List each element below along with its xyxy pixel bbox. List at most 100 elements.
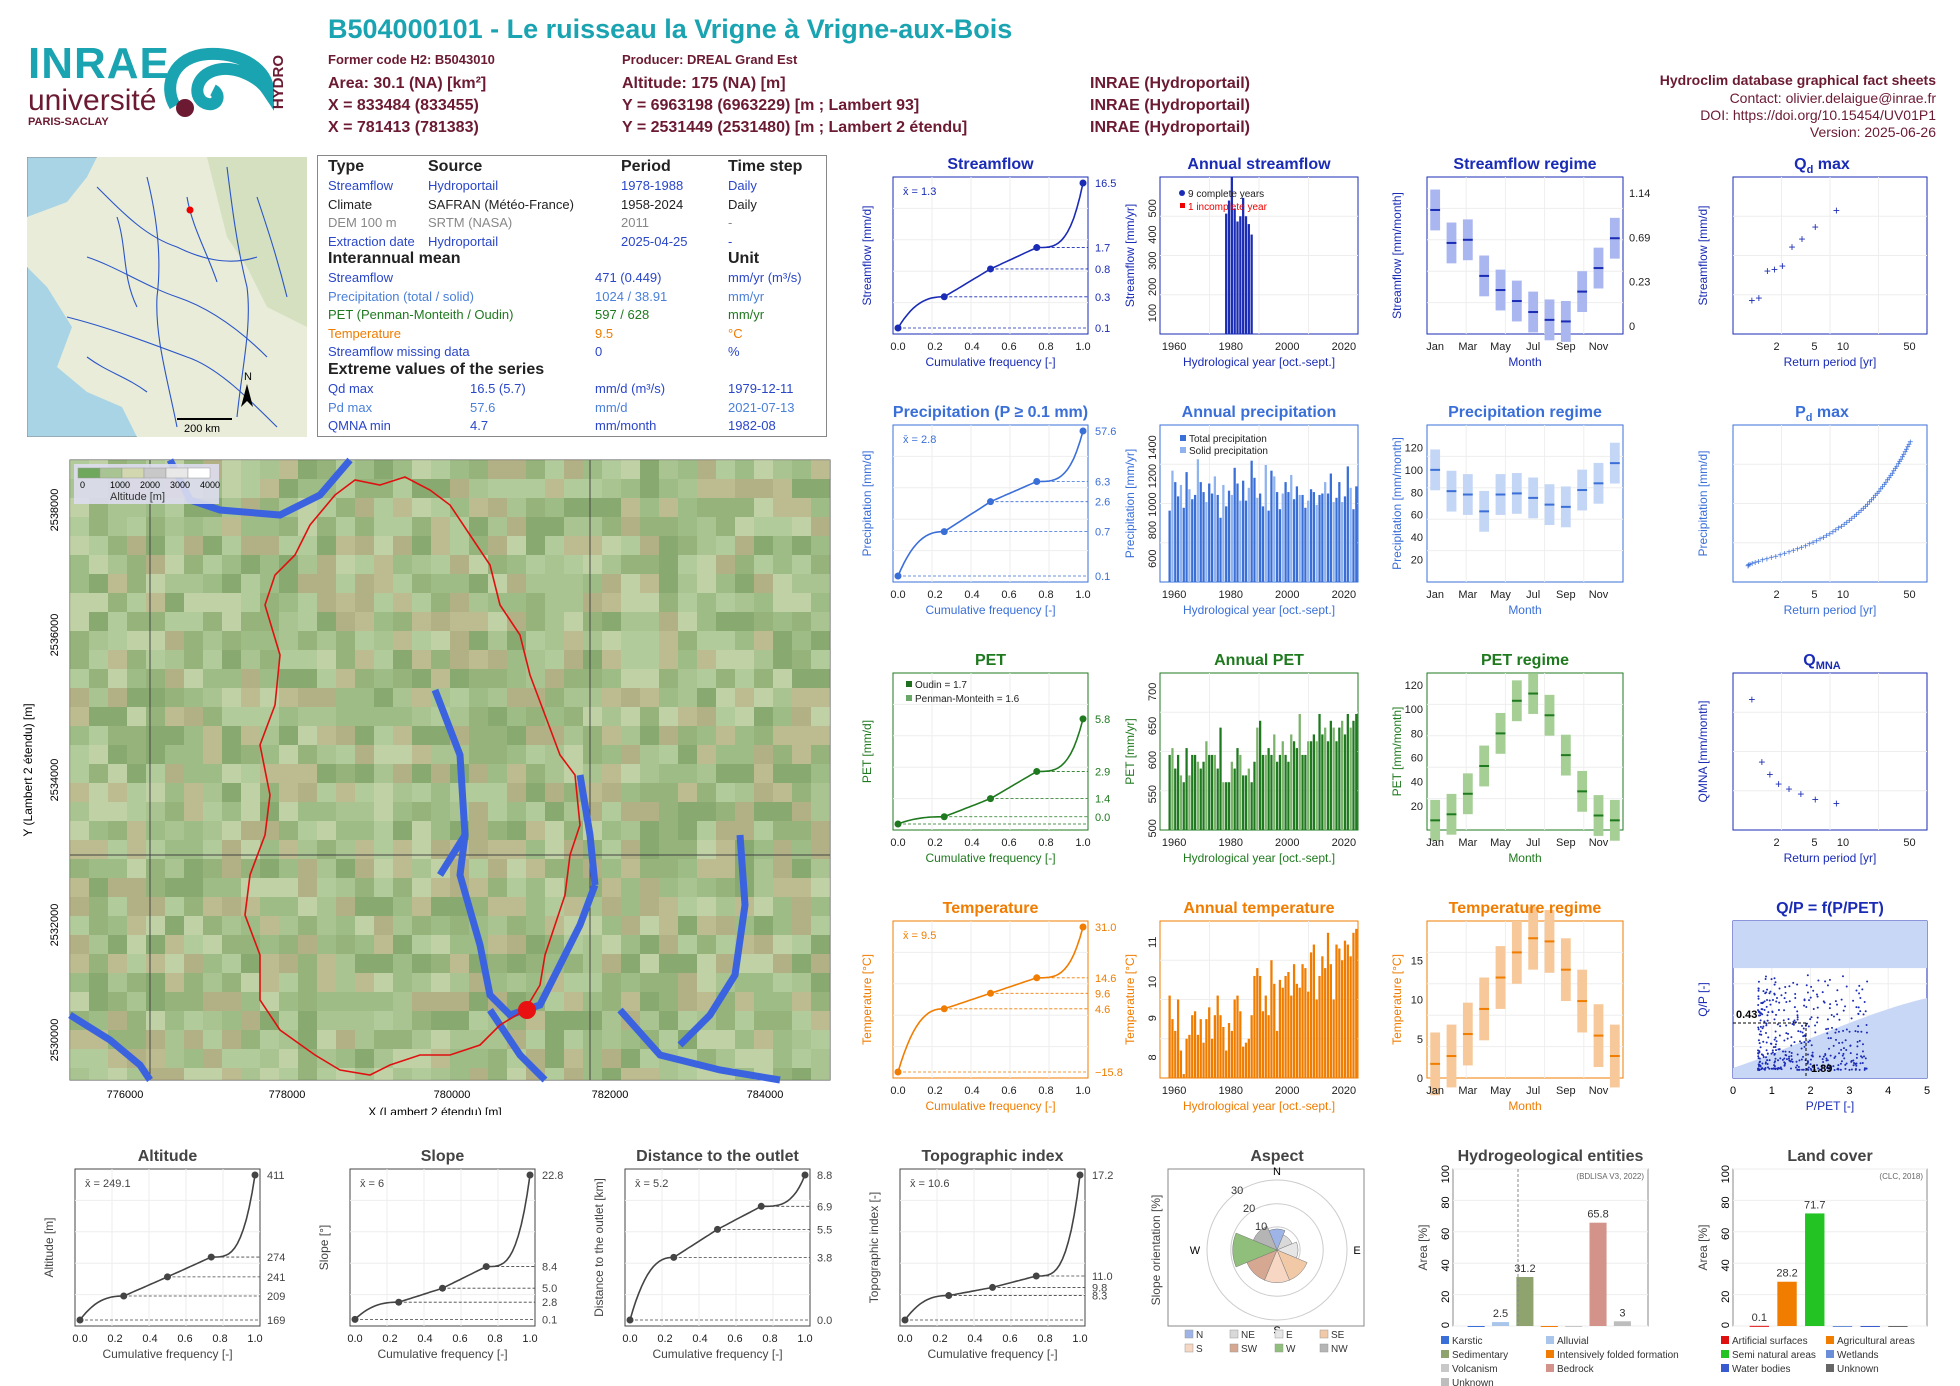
- annual-bar: [1324, 968, 1327, 1078]
- qp-point: [1765, 1056, 1768, 1059]
- qp-point: [1809, 996, 1812, 999]
- fdc-xtick: 1.0: [1075, 341, 1090, 353]
- qp-point: [1842, 1047, 1845, 1050]
- ret-point: +: [1812, 793, 1819, 807]
- regime-xtick: Mar: [1458, 589, 1477, 601]
- annual-bar: [1352, 509, 1355, 582]
- map-cell: [146, 650, 165, 669]
- x-label: Return period [yr]: [1784, 851, 1877, 865]
- y-label: Precipitation [mm/d]: [1696, 450, 1710, 556]
- qp-point: [1834, 1000, 1837, 1003]
- qp-point: [1766, 988, 1769, 991]
- map-cell: [260, 669, 279, 688]
- x-label: Month: [1508, 355, 1541, 369]
- qp-point: [1858, 1068, 1861, 1071]
- aspect-legend-label: SE: [1331, 1330, 1345, 1341]
- qp-point: [1852, 1064, 1855, 1067]
- map-cell: [203, 574, 222, 593]
- map-cell: [146, 517, 165, 536]
- annual-bar: [1261, 506, 1265, 582]
- annual-bar: [1225, 1050, 1228, 1078]
- map-cell: [526, 536, 545, 555]
- map-cell: [697, 650, 716, 669]
- cat-bar: [1613, 1321, 1631, 1326]
- qp-point: [1794, 996, 1797, 999]
- annual-bar: [1210, 754, 1214, 830]
- chart-title: Temperature regime: [1449, 900, 1602, 917]
- map-cell: [317, 631, 336, 650]
- cat-legend-swatch: [1546, 1364, 1554, 1372]
- map-cell: [412, 536, 431, 555]
- qp-point: [1843, 1057, 1846, 1060]
- cat-label: 71.7: [1804, 1199, 1825, 1211]
- map-cell: [317, 536, 336, 555]
- chart-title: Precipitation regime: [1448, 404, 1602, 421]
- fdc-xtick: 0.6: [1001, 837, 1016, 849]
- qp-point: [1777, 1059, 1780, 1062]
- map-cell: [640, 555, 659, 574]
- cat-legend-swatch: [1441, 1378, 1449, 1386]
- fdc-right-tick: 2.6: [1095, 497, 1110, 509]
- map-cell: [355, 536, 374, 555]
- plot-frame: [1452, 1168, 1649, 1327]
- annual-bar: [1176, 754, 1180, 830]
- legend-dot-red: [1180, 203, 1185, 208]
- qp-point: [1765, 1005, 1768, 1008]
- aspect-legend-swatch: [1319, 1329, 1329, 1339]
- map-cell: [412, 612, 431, 631]
- map-cell: [735, 574, 754, 593]
- map-cell: [298, 650, 317, 669]
- qp-annot-x: 1.89: [1811, 1063, 1832, 1075]
- annual-bar: [1219, 1015, 1222, 1078]
- map-cell: [127, 536, 146, 555]
- fdc-mean: x̄ = 6: [360, 1178, 384, 1190]
- qp-point: [1792, 981, 1795, 984]
- map-cell: [184, 517, 203, 536]
- ret-point: +: [1785, 782, 1792, 796]
- producer: Producer: DREAL Grand Est: [622, 52, 798, 67]
- cat-ytick: 20: [1440, 1291, 1452, 1303]
- regime-ytick: 5: [1417, 1034, 1423, 1046]
- annual-bar: [1182, 1074, 1185, 1078]
- regime-xtick: Nov: [1589, 341, 1609, 353]
- qp-point: [1770, 1052, 1773, 1055]
- regime-xtick: Jan: [1426, 341, 1444, 353]
- map-cell: [146, 555, 165, 574]
- annual-bar: [1338, 727, 1341, 830]
- qp-point: [1775, 1040, 1778, 1043]
- info-ext-unit: mm/month: [595, 418, 657, 433]
- qp-xtick: 5: [1924, 1085, 1930, 1097]
- qp-point: [1759, 1030, 1762, 1033]
- right2: Contact: olivier.delaigue@inrae.fr: [1729, 90, 1936, 106]
- chart-title: Annual streamflow: [1187, 156, 1331, 173]
- regime-xtick: Sep: [1556, 341, 1576, 353]
- qp-point: [1856, 1053, 1859, 1056]
- map-cell: [811, 517, 830, 536]
- qp-point: [1763, 1020, 1766, 1023]
- qp-point: [1796, 1064, 1799, 1067]
- map-cell: [621, 612, 640, 631]
- map-cell: [621, 498, 640, 517]
- map-cell: [374, 555, 393, 574]
- map-cell: [564, 650, 583, 669]
- fdc-point: [526, 1171, 534, 1179]
- map-cell: [526, 631, 545, 650]
- right3: DOI: https://doi.org/10.15454/UV01P1: [1700, 107, 1936, 123]
- map-cell: [108, 650, 127, 669]
- map-cell: [697, 536, 716, 555]
- qp-point: [1790, 1036, 1793, 1039]
- qp-point: [1757, 1004, 1760, 1007]
- map-cell: [165, 574, 184, 593]
- info-mean-value: 0: [595, 344, 603, 359]
- fdc-xtick: 0.8: [1038, 341, 1053, 353]
- annual-bar: [1326, 932, 1330, 1078]
- qp-point: [1861, 988, 1864, 991]
- qp-point: [1857, 1025, 1860, 1028]
- map-cell: [773, 479, 792, 498]
- annual-bar: [1329, 720, 1332, 830]
- map-cell: [298, 669, 317, 688]
- map-cell: [792, 631, 811, 650]
- regime-xtick: Nov: [1589, 589, 1609, 601]
- aspect-legend-label: E: [1286, 1330, 1293, 1341]
- info-mean-unit: mm/yr (m³/s): [728, 270, 802, 285]
